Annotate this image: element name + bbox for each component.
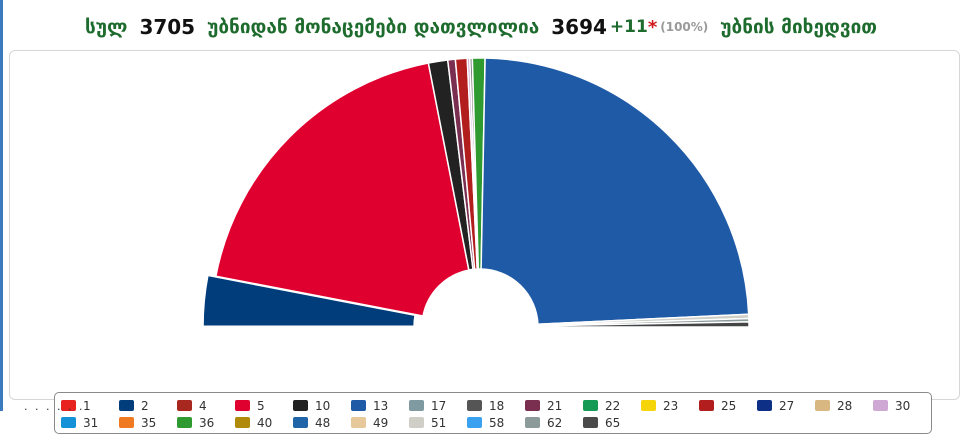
legend-swatch (815, 400, 830, 411)
legend-item-10[interactable]: 10 (293, 399, 351, 413)
legend-label: 62 (547, 415, 563, 430)
legend-label: 21 (547, 398, 563, 413)
legend-item-28[interactable]: 28 (815, 399, 873, 413)
legend-row: 31 35 36 40 48 49 51 58 62 65 (61, 414, 931, 431)
legend-label: 10 (315, 398, 331, 413)
legend-swatch (61, 417, 76, 428)
legend-swatch (351, 417, 366, 428)
slice-party-2[interactable] (202, 274, 416, 327)
legend-label: 51 (431, 415, 447, 430)
legend-label: 23 (663, 398, 679, 413)
legend-row: 1 2 4 5 10 13 17 18 21 22 23 25 27 28 30 (61, 397, 931, 414)
legend-label: 58 (489, 415, 505, 430)
legend-swatch (235, 400, 250, 411)
left-accent-rule (0, 0, 3, 411)
results-header: სულ 3705 უბნიდან მონაცემები დათვლილია 36… (0, 8, 962, 46)
legend-swatch (177, 400, 192, 411)
counted-value: 3694 (551, 15, 607, 39)
legend-item-65[interactable]: 65 (583, 416, 641, 430)
legend-item-1[interactable]: 1 (61, 399, 119, 413)
legend-swatch (119, 417, 134, 428)
legend-swatch (293, 417, 308, 428)
legend-item-18[interactable]: 18 (467, 399, 525, 413)
total-label: სულ (84, 16, 128, 38)
counted-percent: (100%) (660, 20, 709, 34)
legend-label: 40 (257, 415, 273, 430)
legend-label: 2 (141, 398, 149, 413)
legend-label: 22 (605, 398, 621, 413)
counted-label: უბნიდან მონაცემები დათვლილია (207, 16, 540, 38)
legend-item-31[interactable]: 31 (61, 416, 119, 430)
legend-label: 18 (489, 398, 505, 413)
legend-swatch (177, 417, 192, 428)
legend-item-27[interactable]: 27 (757, 399, 815, 413)
legend-swatch (525, 400, 540, 411)
legend-swatch (525, 417, 540, 428)
legend-label: 5 (257, 398, 265, 413)
legend-item-49[interactable]: 49 (351, 416, 409, 430)
legend-swatch (641, 400, 656, 411)
legend-swatch (699, 400, 714, 411)
legend-label: 28 (837, 398, 853, 413)
legend-item-25[interactable]: 25 (699, 399, 757, 413)
legend-label: 35 (141, 415, 157, 430)
legend-swatch (467, 417, 482, 428)
legend-swatch (351, 400, 366, 411)
semi-donut-chart (202, 57, 750, 328)
pending-mark: * (647, 16, 658, 38)
legend-item-62[interactable]: 62 (525, 416, 583, 430)
legend-label: 65 (605, 415, 621, 430)
legend-item-30[interactable]: 30 (873, 399, 931, 413)
legend-item-23[interactable]: 23 (641, 399, 699, 413)
legend-label: 36 (199, 415, 215, 430)
legend-item-22[interactable]: 22 (583, 399, 641, 413)
legend-swatch (293, 400, 308, 411)
legend-label: 4 (199, 398, 207, 413)
header-suffix: უბნის მიხედვით (720, 16, 878, 38)
legend-label: 1 (83, 398, 91, 413)
legend-swatch (61, 400, 76, 411)
legend-item-5[interactable]: 5 (235, 399, 293, 413)
legend-swatch (235, 417, 250, 428)
legend-label: 30 (895, 398, 911, 413)
legend-swatch (757, 400, 772, 411)
legend-item-2[interactable]: 2 (119, 399, 177, 413)
legend-swatch (583, 417, 598, 428)
legend-item-40[interactable]: 40 (235, 416, 293, 430)
legend-item-21[interactable]: 21 (525, 399, 583, 413)
cut-off-text: · · · · · · (24, 403, 85, 416)
legend-label: 31 (83, 415, 99, 430)
legend-label: 17 (431, 398, 447, 413)
legend-label: 27 (779, 398, 795, 413)
legend-item-58[interactable]: 58 (467, 416, 525, 430)
chart-legend: 1 2 4 5 10 13 17 18 21 22 23 25 27 28 30 31 35 36 40 48 49 5… (54, 392, 932, 434)
legend-label: 13 (373, 398, 389, 413)
total-value: 3705 (139, 15, 196, 39)
slice-party-65[interactable] (537, 321, 750, 328)
legend-swatch (409, 417, 424, 428)
legend-item-35[interactable]: 35 (119, 416, 177, 430)
legend-swatch (409, 400, 424, 411)
slice-party-5[interactable] (214, 62, 470, 317)
slice-party-13[interactable] (480, 57, 750, 326)
legend-label: 49 (373, 415, 389, 430)
legend-swatch (467, 400, 482, 411)
legend-item-51[interactable]: 51 (409, 416, 467, 430)
legend-label: 48 (315, 415, 331, 430)
pending-value: +11 (609, 17, 648, 37)
legend-item-4[interactable]: 4 (177, 399, 235, 413)
legend-item-48[interactable]: 48 (293, 416, 351, 430)
chart-panel: 1 2 4 5 10 13 17 18 21 22 23 25 27 28 30 31 35 36 40 48 49 5… (9, 50, 960, 434)
legend-item-13[interactable]: 13 (351, 399, 409, 413)
legend-label: 25 (721, 398, 737, 413)
legend-swatch (119, 400, 134, 411)
legend-item-36[interactable]: 36 (177, 416, 235, 430)
legend-swatch (873, 400, 888, 411)
legend-swatch (583, 400, 598, 411)
legend-item-17[interactable]: 17 (409, 399, 467, 413)
